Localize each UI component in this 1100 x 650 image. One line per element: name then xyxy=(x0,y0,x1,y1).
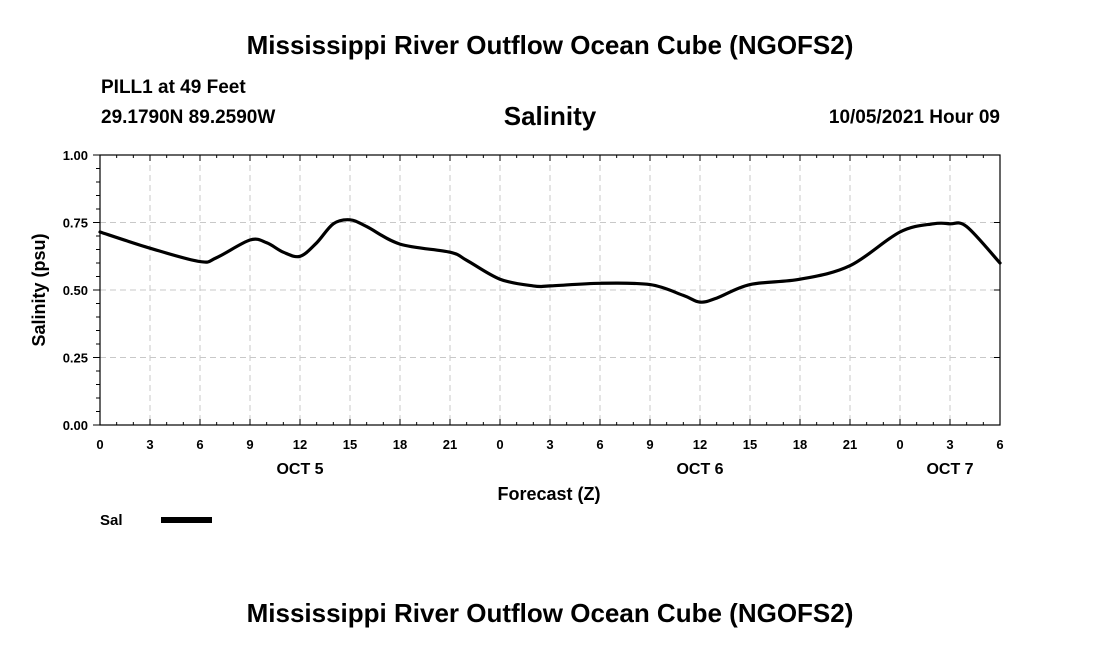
tick-layer xyxy=(93,154,1001,426)
y-tick-label: 0.75 xyxy=(63,216,88,231)
x-tick-label: 18 xyxy=(393,437,407,452)
y-axis-label: Salinity (psu) xyxy=(29,233,49,346)
x-tick-label: 3 xyxy=(546,437,553,452)
x-tick-label: 9 xyxy=(646,437,653,452)
station-label: PILL1 at 49 Feet xyxy=(101,77,246,98)
x-tick-label: 21 xyxy=(443,437,457,452)
series-line-sal xyxy=(98,218,1002,304)
x-tick-label: 6 xyxy=(196,437,203,452)
x-tick-label: 0 xyxy=(496,437,503,452)
day-label: OCT 7 xyxy=(926,461,973,478)
x-tick-label: 21 xyxy=(843,437,857,452)
x-axis-label: Forecast (Z) xyxy=(497,484,600,504)
y-tick-label: 0.00 xyxy=(63,418,88,433)
chart-title: Salinity xyxy=(503,101,597,131)
y-tick-label: 0.50 xyxy=(63,283,88,298)
grid-layer xyxy=(99,154,1001,426)
x-tick-label: 12 xyxy=(293,437,307,452)
x-tick-label: 3 xyxy=(946,437,953,452)
day-label: OCT 5 xyxy=(276,461,323,478)
coordinates-label: 29.1790N 89.2590W xyxy=(101,107,276,128)
x-tick-label: 0 xyxy=(896,437,903,452)
x-tick-label: 15 xyxy=(343,437,357,452)
x-tick-label: 6 xyxy=(996,437,1003,452)
label-layer: 0 3 6 9 12 15 18 21 0 3 6 9 12 15 18 21 0 3 6 0.00 0.25 0.50 0… xyxy=(63,148,1004,478)
y-tick-label: 0.25 xyxy=(63,351,88,366)
day-label: OCT 6 xyxy=(676,461,723,478)
main-title: Mississippi River Outflow Ocean Cube (NG… xyxy=(246,30,854,60)
x-tick-label: 12 xyxy=(693,437,707,452)
x-tick-label: 18 xyxy=(793,437,807,452)
forecast-datetime: 10/05/2021 Hour 09 xyxy=(828,107,1000,128)
x-tick-label: 9 xyxy=(246,437,253,452)
x-tick-label: 0 xyxy=(96,437,103,452)
x-tick-label: 15 xyxy=(743,437,757,452)
footer-title: Mississippi River Outflow Ocean Cube (NG… xyxy=(246,598,854,628)
x-tick-label: 6 xyxy=(596,437,603,452)
x-tick-label: 3 xyxy=(146,437,153,452)
legend: Sal xyxy=(100,512,212,529)
y-tick-label: 1.00 xyxy=(63,148,88,163)
legend-label-sal: Sal xyxy=(100,512,123,529)
